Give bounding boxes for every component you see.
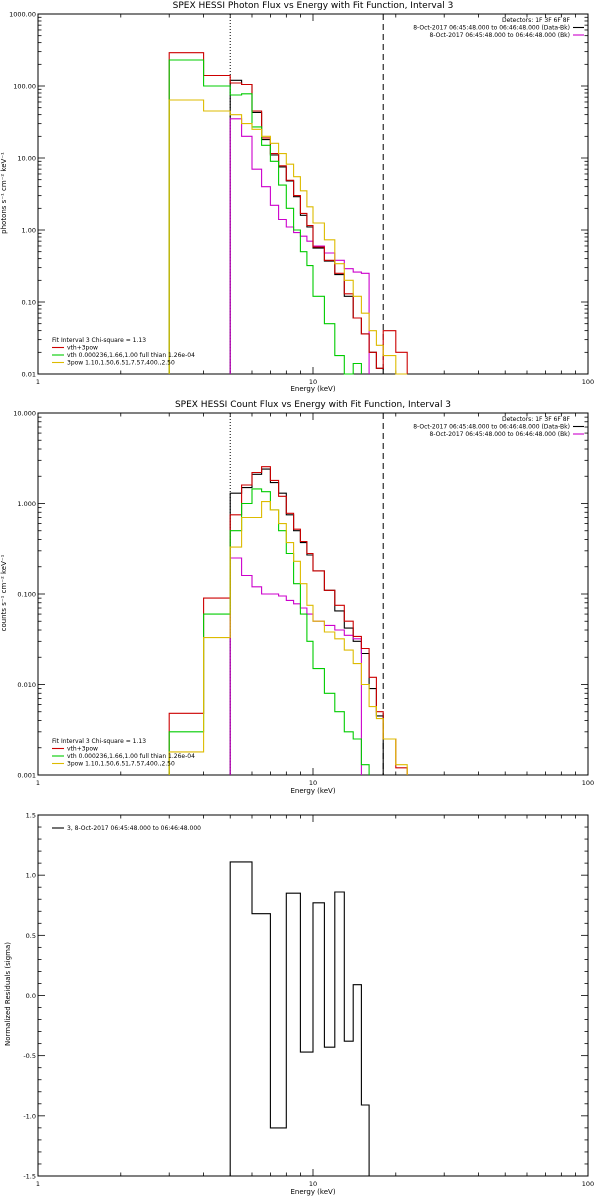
legend-text: Fit Interval 3 Chi-square = 1.13 (52, 738, 146, 745)
x-tick-label: 10 (309, 779, 317, 787)
series-bk (229, 557, 362, 775)
x-tick-label: 1 (36, 779, 40, 787)
y-tick-label: 1.000 (17, 500, 36, 508)
x-axis-label: Energy (keV) (290, 385, 335, 393)
series-3pow (168, 501, 408, 775)
residuals-chart: Energy (keV) Normalized Residuals (sigma… (4, 812, 594, 1197)
series-residuals (229, 861, 384, 1177)
y-tick-label: 0.001 (17, 772, 36, 780)
series-vth-3pow (168, 466, 408, 775)
y-tick-label: 1.00 (22, 227, 36, 235)
y-tick-label: -0.5 (23, 1052, 36, 1060)
y-tick-label: 0.01 (22, 371, 36, 379)
series-bk (229, 118, 370, 374)
legend-text: vth 0.000236,1.66,1.00 full thian 1.26e-… (67, 352, 195, 359)
legend-text: 3, 8-Oct-2017 06:45:48.000 to 06:46:48.0… (67, 825, 201, 832)
y-tick-label: 0.100 (17, 591, 36, 599)
y-axis-label: counts s⁻¹ cm⁻² keV⁻¹ (0, 554, 8, 631)
y-tick-label: 0.010 (17, 681, 36, 689)
y-tick-label: 10.00 (17, 155, 36, 163)
x-tick-label: 1 (36, 1180, 40, 1188)
legend-text: Detectors: 1F 3F 6F 8F (502, 17, 571, 24)
series-data-bk (229, 79, 384, 374)
y-tick-label: 1000.00 (9, 11, 36, 19)
chart-title: SPEX HESSI Count Flux vs Energy with Fit… (175, 400, 451, 410)
legend-text: vth+3pow (67, 345, 98, 352)
legend-text: 8-Oct-2017 06:45:48.000 to 06:46:48.000 … (430, 32, 571, 39)
y-tick-label: 0.5 (26, 932, 36, 940)
y-tick-label: 1.5 (26, 812, 36, 820)
legend-text: 8-Oct-2017 06:45:48.000 to 06:46:48.000 … (413, 424, 570, 431)
count-flux-chart: SPEX HESSI Count Flux vs Energy with Fit… (0, 400, 594, 795)
chart-title: SPEX HESSI Photon Flux vs Energy with Fi… (173, 1, 454, 11)
legend-text: 3pow 1.10,1.50,6.51,7.57,400.,2.50 (67, 761, 175, 768)
x-axis-label: Energy (keV) (290, 1188, 335, 1196)
x-tick-label: 100 (582, 1180, 594, 1188)
x-tick-label: 10 (309, 378, 317, 386)
plot-frame (37, 412, 589, 776)
y-axis-label: Normalized Residuals (sigma) (4, 942, 12, 1046)
plot-frame (37, 13, 589, 375)
legend-text: vth+3pow (67, 746, 98, 753)
y-tick-label: 0.10 (22, 299, 36, 307)
legend-text: 8-Oct-2017 06:45:48.000 to 06:46:48.000 … (413, 25, 570, 32)
y-axis-label: photons s⁻¹ cm⁻² keV⁻¹ (0, 152, 8, 234)
legend-text: 3pow 1.10,1.50,6.51,7.57,400.,2.50 (67, 360, 175, 367)
legend-text: vth 0.000236,1.66,1.00 full thian 1.26e-… (67, 753, 195, 760)
y-tick-label: 100.00 (13, 83, 36, 91)
x-tick-label: 100 (582, 378, 594, 386)
legend-text: Detectors: 1F 3F 6F 8F (502, 416, 571, 423)
x-axis-label: Energy (keV) (290, 787, 335, 795)
y-tick-label: 1.0 (26, 872, 36, 880)
series-vth-3pow (168, 52, 408, 374)
series-vth (168, 488, 370, 775)
x-tick-label: 100 (582, 779, 594, 787)
y-tick-label: -1.0 (23, 1112, 36, 1120)
legend-text: Fit Interval 3 Chi-square = 1.13 (52, 337, 146, 344)
y-tick-label: 0.0 (26, 992, 36, 1000)
legend-text: 8-Oct-2017 06:45:48.000 to 06:46:48.000 … (430, 431, 571, 438)
x-tick-label: 1 (36, 378, 40, 386)
series-vth (168, 59, 362, 375)
series-3pow (168, 99, 408, 375)
y-tick-label: -1.5 (23, 1173, 36, 1181)
y-tick-label: 10.000 (13, 410, 36, 418)
photon-flux-chart: SPEX HESSI Photon Flux vs Energy with Fi… (0, 1, 594, 393)
x-tick-label: 10 (309, 1180, 317, 1188)
